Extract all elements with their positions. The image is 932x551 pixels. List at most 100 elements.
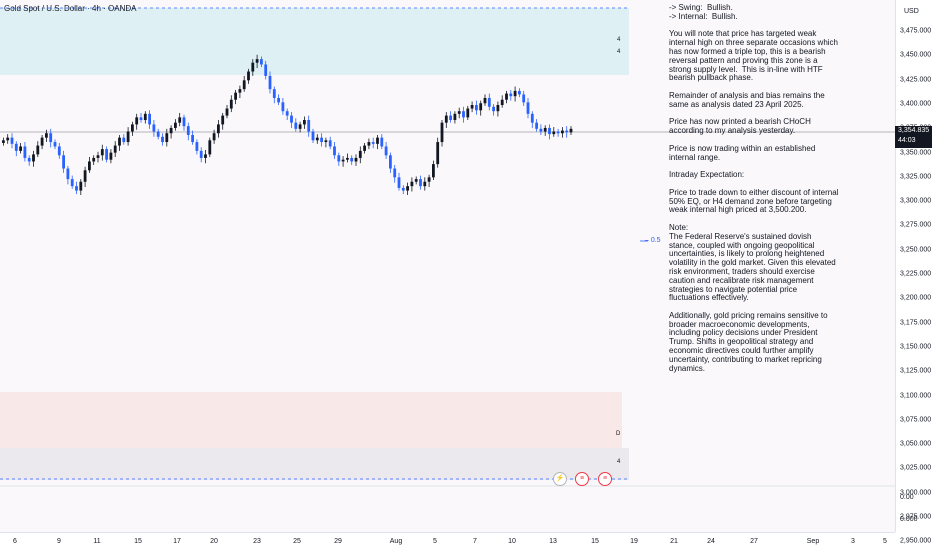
candle-body [419, 179, 422, 187]
candle-body [432, 164, 435, 178]
candle-body [199, 150, 203, 158]
price-axis[interactable]: USD 3,475.000 3,450.000 3,425.000 3,400.000… [895, 0, 932, 545]
time-tick: 23 [253, 538, 261, 545]
price-tick: 2,975.000 [900, 513, 932, 521]
candle-body [143, 113, 147, 121]
candle-body [475, 105, 478, 111]
candle-body [6, 137, 10, 141]
candle-body [204, 154, 207, 158]
candle-body [19, 146, 22, 151]
candle-body [118, 137, 121, 146]
candle-body [552, 131, 556, 135]
time-axis[interactable]: 6 9 11 15 17 20 23 25 29 Aug 5 7 10 13 15 19 21 24 27 Sep 3 5 [0, 532, 895, 551]
time-tick: 21 [670, 538, 678, 545]
candle-body [406, 186, 409, 191]
analysis-paragraph: Price has now printed a bearish CHoCH ac… [669, 117, 814, 136]
candle-body [156, 131, 160, 137]
time-tick: 29 [334, 538, 342, 545]
candle-body [444, 115, 448, 123]
candle-body [2, 140, 5, 143]
time-tick: 25 [293, 538, 301, 545]
flag-us-icon[interactable]: ≡ [575, 472, 589, 486]
candle-body [315, 137, 319, 141]
candle-body [217, 124, 220, 134]
candle-body [49, 133, 53, 143]
chart-canvas[interactable] [0, 0, 895, 532]
time-tick: 20 [210, 538, 218, 545]
analysis-paragraph: -> Swing: Bullish. -> Internal: Bullish. [669, 3, 738, 21]
time-tick: 15 [134, 538, 142, 545]
candle-body [376, 137, 379, 144]
candle-body [191, 135, 194, 143]
candle-body [152, 124, 156, 132]
candle-body [311, 131, 315, 141]
candle-body [427, 177, 431, 182]
lightning-icon[interactable]: ⚡ [553, 472, 567, 486]
price-tick: 3,425.000 [900, 76, 932, 84]
candle-body [453, 113, 457, 121]
price-tick: 3,400.000 [900, 100, 932, 108]
candle-body [221, 115, 225, 125]
oscillator-tick: 0.000 [900, 516, 918, 523]
candle-body [500, 99, 504, 106]
candle-body [380, 137, 384, 147]
time-tick: 9 [57, 538, 61, 545]
chart-pane[interactable]: Gold Spot / U.S. Dollar · 4h · OANDA – 0… [0, 0, 895, 532]
analysis-paragraph: Intraday Expectation: [669, 170, 745, 180]
candle-body [66, 168, 70, 180]
price-tick: 3,075.000 [900, 416, 932, 424]
candle-body [45, 133, 48, 138]
price-tick: 3,250.000 [900, 246, 932, 254]
candle-body [522, 94, 526, 103]
fib-eq-label: – 0.5 [645, 237, 661, 244]
candle-body [350, 157, 354, 162]
candle-body [457, 111, 461, 114]
price-tick: 3,000.000 [900, 489, 932, 497]
candle-body [440, 122, 444, 143]
candle-body [122, 137, 126, 143]
candle-body [569, 128, 573, 133]
candle-body [100, 149, 104, 156]
candle-body [32, 154, 35, 162]
candle-body [487, 97, 491, 107]
candle-body [492, 106, 495, 112]
candles-group [2, 54, 573, 195]
candle-body [281, 102, 285, 112]
candle-body [75, 186, 78, 191]
candle-body [36, 145, 40, 155]
price-tick: 3,050.000 [900, 440, 932, 448]
candle-body [518, 90, 521, 95]
candle-body [290, 115, 293, 123]
analysis-paragraph: You will note that price has targeted we… [669, 29, 841, 83]
price-tick: 3,175.000 [900, 319, 932, 327]
candle-body [414, 179, 418, 182]
supply-zone-label-top: 4 [617, 37, 621, 43]
candle-body [505, 93, 508, 100]
candle-body [109, 152, 113, 160]
fib-eq-value: 0.5 [650, 237, 661, 244]
candle-body [548, 127, 551, 135]
price-tick: 3,125.000 [900, 367, 932, 375]
symbol-title[interactable]: Gold Spot / U.S. Dollar · 4h · OANDA [4, 4, 137, 13]
candle-body [479, 103, 483, 111]
candle-body [324, 140, 328, 143]
candle-body [92, 157, 96, 162]
candle-body [88, 161, 91, 171]
price-tick: 2,950.000 [900, 537, 932, 545]
candle-body [371, 142, 375, 144]
candle-body [165, 133, 169, 143]
candle-body [470, 105, 474, 109]
candle-body [436, 142, 440, 165]
price-tick: 3,475.000 [900, 27, 932, 35]
candle-body [178, 117, 182, 123]
candle-body [543, 127, 547, 132]
flag-us-2-icon[interactable]: ≡ [598, 472, 612, 486]
candle-body [401, 187, 405, 191]
candle-body [509, 93, 513, 97]
candle-body [298, 124, 302, 129]
candle-body [346, 157, 349, 160]
candle-body [161, 136, 164, 143]
candle-body [242, 80, 246, 90]
price-tick: 3,200.000 [900, 294, 932, 302]
candle-body [255, 59, 259, 63]
